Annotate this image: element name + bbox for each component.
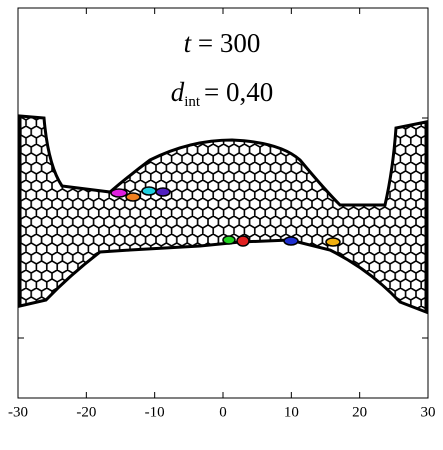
time-value: = 300 [198,28,260,58]
time-symbol: t [184,28,193,58]
d-symbol: d [171,77,185,107]
x-tick-label: -10 [145,404,165,420]
x-tick-label: 0 [219,404,227,420]
x-tick-label: 10 [284,404,299,420]
x-tick-label: -20 [76,404,96,420]
d-value: = 0,40 [204,77,273,107]
highlighted-cells [110,186,341,247]
time-annotation: t = 300 [184,28,261,58]
d-annotation: dint = 0,40 [171,77,274,110]
x-tick-label: -30 [8,404,28,420]
d-subscript: int [184,94,201,110]
x-tick-label: 20 [352,404,367,420]
x-tick-label: 30 [421,404,436,420]
tissue [18,114,428,315]
